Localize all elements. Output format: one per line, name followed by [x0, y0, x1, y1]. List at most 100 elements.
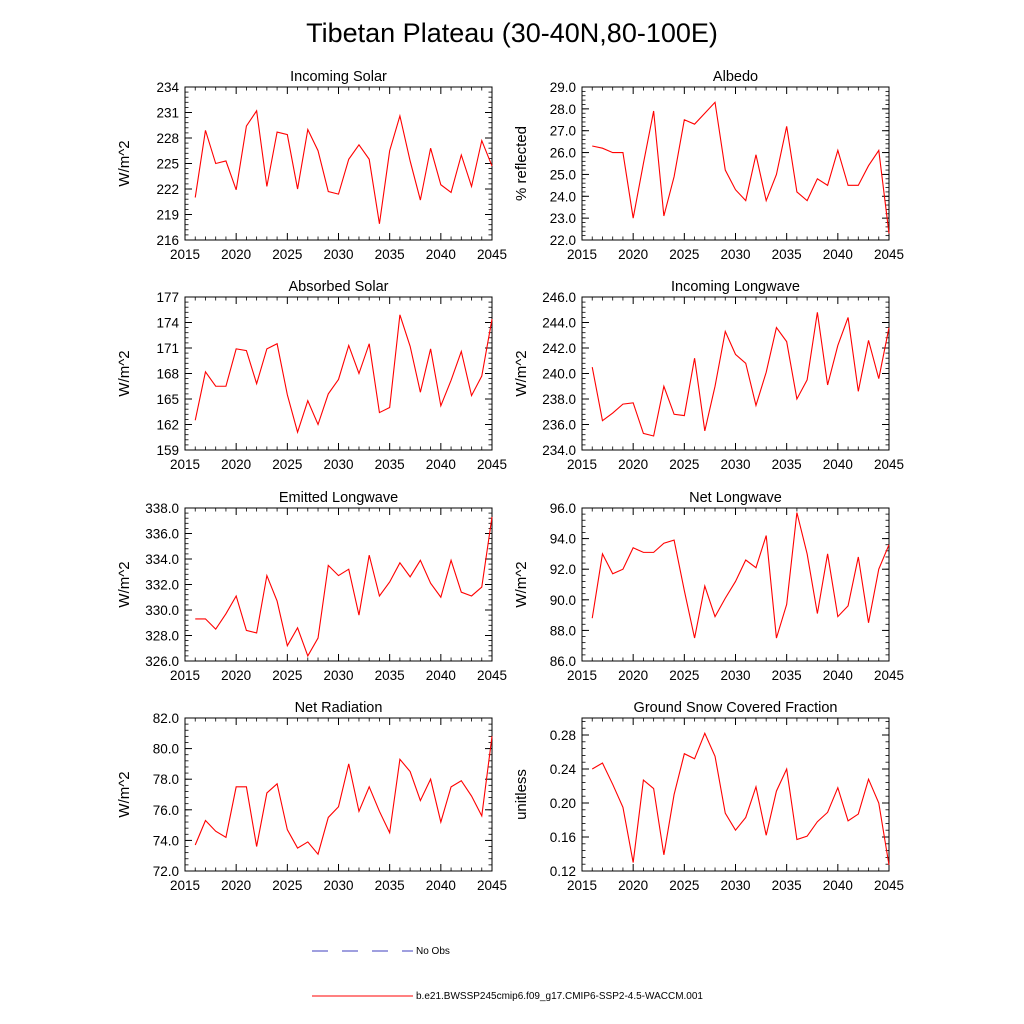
chart-6-point	[368, 786, 370, 788]
chart-1-point	[826, 184, 828, 186]
chart-0-ytick-label: 222	[156, 182, 179, 197]
chart-6-point	[286, 828, 288, 830]
chart-4-point	[409, 576, 411, 578]
chart-1-point	[714, 101, 716, 103]
chart-2-xtick-label: 2035	[375, 457, 405, 472]
chart-4-point	[491, 516, 493, 518]
chart-7-point	[857, 813, 859, 815]
chart-2-title: Absorbed Solar	[289, 279, 389, 295]
chart-0-point	[491, 165, 493, 167]
chart-3-point	[765, 371, 767, 373]
chart-4-point	[358, 614, 360, 616]
chart-3-point	[612, 412, 614, 414]
chart-0-ytick-label: 219	[156, 208, 179, 223]
chart-5-point	[857, 556, 859, 558]
chart-0-title: Incoming Solar	[290, 69, 387, 85]
chart-6-point	[215, 830, 217, 832]
chart-5-point	[734, 580, 736, 582]
chart-5-xtick-label: 2015	[567, 668, 597, 683]
chart-0-ytick-label: 216	[156, 233, 179, 248]
chart-2-point	[399, 314, 401, 316]
chart-3-point	[591, 366, 593, 368]
chart-7-point	[663, 854, 665, 856]
chart-1-ytick-label: 25.0	[550, 167, 576, 182]
chart-2-point	[378, 411, 380, 413]
chart-3-xtick-label: 2015	[567, 457, 597, 472]
chart-2-ylabel: W/m^2	[116, 350, 133, 396]
chart-2-ytick-label: 165	[156, 392, 179, 407]
chart-7-point	[622, 806, 624, 808]
chart-6-point	[470, 795, 472, 797]
chart-5-point	[622, 568, 624, 570]
chart-6-point	[204, 819, 206, 821]
chart-6-point	[348, 763, 350, 765]
chart-1-point	[591, 145, 593, 147]
chart-6-point	[276, 783, 278, 785]
chart-3-point	[888, 326, 890, 328]
chart-5-point	[745, 559, 747, 561]
chart-2-point	[440, 405, 442, 407]
chart-5-point	[888, 544, 890, 546]
chart-2-point	[225, 385, 227, 387]
chart-0-point	[307, 128, 309, 130]
chart-7-xtick-label: 2025	[669, 878, 699, 893]
chart-0-point	[255, 110, 257, 112]
chart-3-point	[816, 311, 818, 313]
chart-0-point	[419, 199, 421, 201]
chart-3-point	[826, 384, 828, 386]
chart-5-xtick-label: 2035	[772, 668, 802, 683]
chart-5-ytick-label: 90.0	[550, 593, 576, 608]
chart-7-point	[632, 861, 634, 863]
chart-1-point	[683, 119, 685, 121]
chart-6-xtick-label: 2020	[221, 878, 251, 893]
chart-3-point	[673, 413, 675, 415]
chart-1-point	[601, 147, 603, 149]
chart-1-point	[745, 199, 747, 201]
chart-7-point	[734, 829, 736, 831]
chart-2-point	[491, 318, 493, 320]
chart-7-point	[796, 838, 798, 840]
chart-7-point	[683, 753, 685, 755]
chart-3-point	[857, 390, 859, 392]
chart-6-point	[245, 786, 247, 788]
chart-4-point	[266, 574, 268, 576]
chart-1-point	[785, 125, 787, 127]
chart-4-point	[470, 595, 472, 597]
chart-5-ytick-label: 96.0	[550, 501, 576, 516]
chart-2-ytick-label: 174	[156, 316, 179, 331]
chart-3-point	[632, 402, 634, 404]
chart-2-point	[470, 394, 472, 396]
chart-6-point	[225, 836, 227, 838]
chart-6-xtick-label: 2025	[272, 878, 302, 893]
chart-1-point	[693, 123, 695, 125]
chart-4-point	[481, 586, 483, 588]
chart-5-xtick-label: 2020	[618, 668, 648, 683]
chart-7-xtick-label: 2035	[772, 878, 802, 893]
chart-4-point	[296, 627, 298, 629]
chart-4-point	[225, 613, 227, 615]
chart-3-point	[683, 414, 685, 416]
chart-6-point	[378, 810, 380, 812]
chart-4-point	[388, 581, 390, 583]
chart-5-point	[642, 551, 644, 553]
chart-2-panel: Absorbed Solar W/m^2 2015 2020 2025 2030 2035 2…	[116, 279, 507, 472]
chart-1-ytick-label: 28.0	[550, 102, 576, 117]
chart-5-point	[673, 539, 675, 541]
chart-3-title: Incoming Longwave	[671, 279, 800, 295]
chart-0-point	[460, 154, 462, 156]
chart-1-point	[663, 215, 665, 217]
chart-5-title: Net Longwave	[689, 490, 782, 506]
chart-4-point	[245, 629, 247, 631]
chart-0-point	[440, 184, 442, 186]
chart-7-title: Ground Snow Covered Fraction	[634, 700, 838, 716]
chart-3-point	[642, 432, 644, 434]
chart-1-panel: Albedo % reflected 2015 2020 2025 2030 2035 204…	[513, 69, 904, 262]
chart-6-point	[266, 792, 268, 794]
chart-0-point	[276, 131, 278, 133]
chart-6-title: Net Radiation	[295, 700, 383, 716]
chart-4-xtick-label: 2045	[477, 668, 507, 683]
chart-7-ytick-label: 0.28	[550, 728, 576, 743]
chart-2-xtick-label: 2040	[426, 457, 456, 472]
chart-4-title: Emitted Longwave	[279, 490, 398, 506]
chart-7-point	[745, 816, 747, 818]
